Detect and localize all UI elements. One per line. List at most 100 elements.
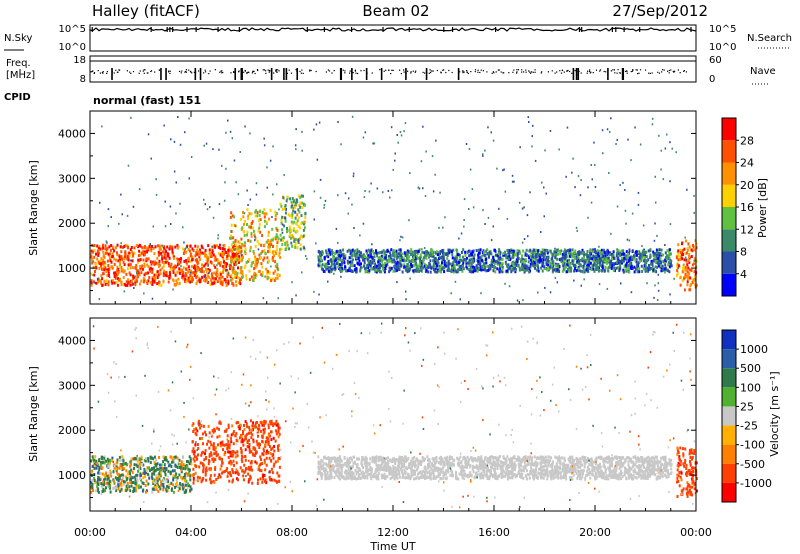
power-cell xyxy=(670,264,673,268)
power-cell xyxy=(216,264,218,267)
power-cell xyxy=(401,252,404,256)
power-cell xyxy=(585,265,588,269)
velocity-cell xyxy=(136,473,139,477)
power-cell xyxy=(484,258,487,262)
velocity-cell xyxy=(117,485,120,488)
power-cell xyxy=(658,259,661,262)
power-cell xyxy=(566,126,569,129)
velocity-cell xyxy=(158,475,161,479)
power-cell xyxy=(620,282,622,285)
nave-dot xyxy=(243,71,245,73)
power-cell xyxy=(296,246,299,250)
power-cell xyxy=(573,257,576,261)
power-cell xyxy=(654,175,656,178)
velocity-cell xyxy=(119,464,122,468)
power-cell xyxy=(614,262,617,265)
velocity-cell xyxy=(263,449,266,453)
power-cell xyxy=(331,249,333,253)
velocity-cell xyxy=(138,462,141,466)
power-cell xyxy=(655,256,658,260)
power-cell xyxy=(113,262,116,266)
nave-dot xyxy=(262,69,264,71)
power-cell xyxy=(565,249,568,253)
velocity-cell xyxy=(117,477,120,480)
power-cell xyxy=(686,274,689,278)
power-cell xyxy=(105,240,108,243)
power-cell xyxy=(321,267,324,271)
velocity-cell xyxy=(262,477,265,481)
velocity-cell xyxy=(132,486,135,490)
power-cell xyxy=(490,261,493,265)
power-cell xyxy=(529,191,531,194)
power-cell xyxy=(212,216,215,219)
power-cell xyxy=(188,117,190,120)
power-cell xyxy=(413,256,416,260)
power-cell xyxy=(363,258,366,262)
power-cell xyxy=(649,262,652,266)
power-cell xyxy=(335,262,338,265)
power-cell xyxy=(594,163,596,166)
power-cell xyxy=(141,264,144,268)
power-cell xyxy=(329,252,332,256)
velocity-cell xyxy=(144,475,146,479)
power-cell xyxy=(649,256,651,259)
power-cell xyxy=(660,248,663,252)
power-cell xyxy=(466,251,469,255)
nave-dot xyxy=(586,72,588,74)
power-cell xyxy=(113,257,116,261)
power-cell xyxy=(570,269,573,273)
power-cell xyxy=(173,170,176,173)
velocity-cell xyxy=(172,474,175,478)
power-cell xyxy=(136,275,139,279)
power-cell xyxy=(559,257,562,261)
power-cell xyxy=(272,245,274,248)
power-cell xyxy=(223,266,226,270)
power-cell xyxy=(204,262,207,266)
power-cell xyxy=(622,249,625,253)
power-cell xyxy=(119,263,122,267)
power-cell xyxy=(658,248,661,252)
power-cell xyxy=(198,253,201,257)
power-colorbar-tick-label: 16 xyxy=(740,201,754,214)
power-cell xyxy=(335,227,338,230)
power-cell xyxy=(136,279,138,283)
power-cell xyxy=(160,284,163,287)
power-cell xyxy=(174,245,177,249)
power-cell xyxy=(334,264,337,268)
power-cell xyxy=(454,257,457,261)
power-cell xyxy=(235,246,238,250)
power-cell xyxy=(358,250,361,254)
power-cell xyxy=(121,213,123,216)
nave-dot xyxy=(115,69,117,71)
power-cell xyxy=(611,264,614,268)
velocity-cell xyxy=(107,474,110,478)
power-cell xyxy=(176,281,178,285)
velocity-cell xyxy=(116,471,119,475)
power-cell xyxy=(288,235,291,238)
power-cell xyxy=(122,270,125,274)
power-cell xyxy=(429,270,432,274)
power-cell xyxy=(576,257,579,261)
velocity-cell xyxy=(125,469,128,473)
power-cell xyxy=(631,256,634,260)
power-cell xyxy=(588,260,590,264)
velocity-cell xyxy=(145,469,148,472)
power-cell xyxy=(545,192,547,195)
power-cell xyxy=(239,217,242,221)
power-cell xyxy=(693,248,696,252)
power-cell xyxy=(498,207,500,210)
power-cell xyxy=(669,262,672,266)
power-cell xyxy=(623,256,626,260)
velocity-cell xyxy=(193,463,196,467)
power-cell xyxy=(657,289,660,292)
power-cell xyxy=(682,263,685,267)
power-cell xyxy=(625,257,628,261)
power-cell xyxy=(297,194,300,198)
power-cell xyxy=(217,259,220,263)
power-cell xyxy=(90,272,93,276)
nave-dot xyxy=(244,69,246,72)
nave-dot xyxy=(638,72,640,74)
power-cell xyxy=(619,253,622,257)
power-cell xyxy=(207,268,210,271)
nave-dot xyxy=(592,72,594,74)
